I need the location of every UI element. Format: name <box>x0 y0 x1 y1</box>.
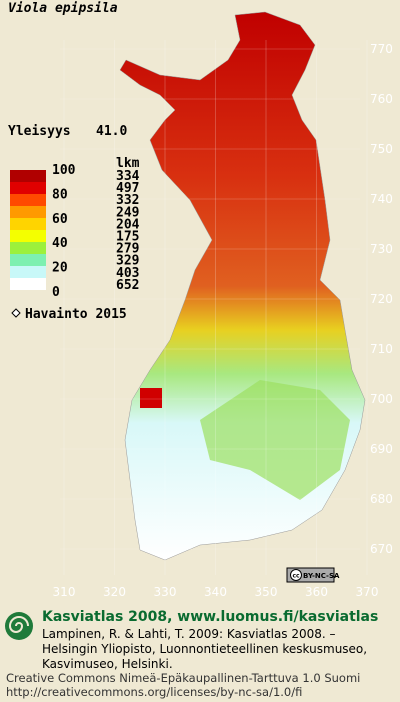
count-value: 332 <box>116 193 139 208</box>
legend-swatch <box>10 266 46 278</box>
scale-label: 40 <box>52 236 68 251</box>
legend-swatch <box>10 278 46 290</box>
x-tick-label: 330 <box>154 585 177 599</box>
atlas-title: Kasviatlas 2008, www.luomus.fi/kasviatla… <box>42 609 378 625</box>
legend-swatch <box>10 218 46 230</box>
legend-swatch <box>10 194 46 206</box>
y-tick-label: 670 <box>370 542 393 556</box>
x-tick-label: 350 <box>255 585 278 599</box>
frequency-value: 41.0 <box>96 124 127 139</box>
citation: Helsingin Yliopisto, Luonnontieteellinen… <box>42 642 367 656</box>
count-value: 249 <box>116 205 139 220</box>
license-text: Creative Commons Nimeä-Epäkaupallinen-Ta… <box>6 671 360 685</box>
count-header: lkm <box>116 156 140 171</box>
legend-swatch <box>10 182 46 194</box>
x-tick-label: 310 <box>53 585 76 599</box>
cc-text: cc <box>292 573 300 580</box>
y-tick-label: 690 <box>370 442 393 456</box>
species-title: Viola epipsila <box>8 1 118 16</box>
count-value: 204 <box>116 217 140 232</box>
observation-label: Havainto 2015 <box>25 307 127 322</box>
count-value: 175 <box>116 230 139 245</box>
count-value: 497 <box>116 181 139 196</box>
license-url: http://creativecommons.org/licenses/by-n… <box>6 685 302 699</box>
y-tick-label: 710 <box>370 342 393 356</box>
legend-swatch <box>10 206 46 218</box>
count-value: 279 <box>116 242 139 257</box>
citation: Kasvimuseo, Helsinki. <box>42 657 173 671</box>
count-value: 403 <box>116 266 139 281</box>
scale-label: 100 <box>52 163 76 178</box>
scale-label: 80 <box>52 187 68 202</box>
map-grid: 770 760 750 740 730 720 710 700 690 680 670 310 320 3… <box>53 40 393 599</box>
y-tick-label: 760 <box>370 92 393 106</box>
frequency-label: Yleisyys <box>8 124 71 139</box>
y-tick-label: 750 <box>370 142 393 156</box>
y-tick-label: 770 <box>370 42 393 56</box>
count-value: 334 <box>116 169 140 184</box>
legend: 100 80 60 40 20 0 3344973322492041752793294036… <box>10 163 140 300</box>
observation-marker <box>11 308 21 318</box>
x-tick-label: 360 <box>305 585 328 599</box>
cc-license: BY-NC-SA <box>303 572 340 580</box>
scale-label: 0 <box>52 285 60 300</box>
cc-badge: cc BY-NC-SA <box>286 567 340 583</box>
y-tick-label: 700 <box>370 392 393 406</box>
y-tick-label: 680 <box>370 492 393 506</box>
legend-swatch <box>10 254 46 266</box>
count-value: 329 <box>116 254 139 269</box>
map <box>119 11 366 561</box>
x-tick-label: 320 <box>103 585 126 599</box>
citation: Lampinen, R. & Lahti, T. 2009: Kasviatla… <box>42 627 336 641</box>
legend-swatch <box>10 170 46 182</box>
red-patch <box>140 388 162 408</box>
y-tick-label: 740 <box>370 192 393 206</box>
x-tick-label: 340 <box>204 585 227 599</box>
east-green-zone <box>200 380 350 500</box>
x-tick-label: 370 <box>356 585 379 599</box>
count-value: 652 <box>116 278 139 293</box>
y-tick-label: 730 <box>370 242 393 256</box>
logo <box>5 612 33 640</box>
legend-swatch <box>10 242 46 254</box>
legend-swatch <box>10 230 46 242</box>
y-tick-label: 720 <box>370 292 393 306</box>
scale-label: 60 <box>52 212 68 227</box>
scale-label: 20 <box>52 261 68 276</box>
